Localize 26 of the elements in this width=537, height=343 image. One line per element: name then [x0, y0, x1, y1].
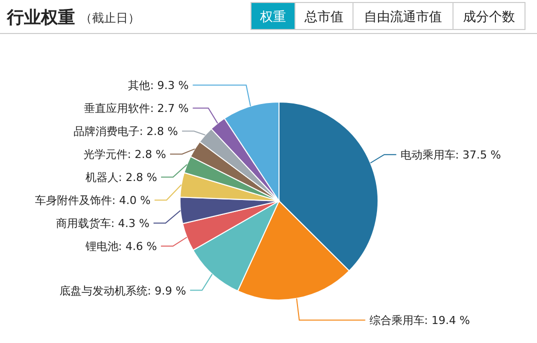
slice-label: 车身附件及饰件 — [34, 194, 112, 208]
slice-label: 商用载货车 — [56, 217, 111, 230]
data-label: : 4.0 % — [112, 194, 151, 208]
chart-subtitle: （截止日） — [80, 11, 140, 25]
data-label: : 9.9 % — [147, 284, 186, 298]
data-label: : 2.8 % — [127, 148, 166, 162]
data-label: : 9.3 % — [150, 79, 189, 92]
slice-label: 底盘与发动机系统 — [59, 284, 148, 298]
data-label: : 2.8 % — [118, 171, 158, 184]
slice-label: 综合乘用车 — [369, 314, 424, 328]
data-label: : 4.3 % — [110, 217, 150, 230]
data-label: : 4.6 % — [118, 240, 157, 254]
data-label: : 2.8 % — [139, 125, 178, 138]
slice-label: 电动乘用车 — [400, 148, 456, 162]
pie-slice — [192, 200, 280, 292]
data-label: : 2.7 % — [150, 102, 189, 116]
slice-label: 垂直应用软件 — [84, 102, 150, 116]
data-label: : 37.5 % — [455, 148, 501, 162]
slice-label: 光学元件 — [83, 148, 128, 162]
slice-label: 品牌消费电子 — [73, 125, 140, 138]
slice-label: 其他 — [128, 79, 150, 92]
tabs: 权重 总市值 自由流通市值 成分个数 — [250, 2, 526, 30]
data-label: : 19.4 % — [424, 314, 470, 328]
slice-label: 机器人 — [85, 171, 118, 184]
chart-title: 行业权重 — [6, 8, 75, 28]
slice-label: 锂电池 — [84, 240, 118, 254]
